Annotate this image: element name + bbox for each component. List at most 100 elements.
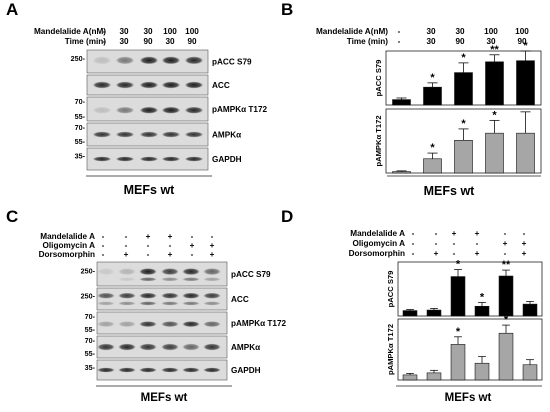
header-value: 30	[426, 37, 436, 46]
blot-band	[97, 301, 115, 306]
bar	[474, 305, 490, 317]
significance-mark: *	[504, 314, 509, 326]
blot-band	[184, 106, 204, 114]
blot-band	[182, 268, 200, 276]
header-value: -	[476, 239, 479, 248]
header-value: +	[210, 241, 215, 250]
blot-band	[182, 367, 200, 373]
chart-frame	[397, 261, 543, 317]
blot-band	[203, 343, 221, 351]
blot-band	[182, 301, 200, 306]
header-value: +	[190, 241, 195, 250]
significance-mark: *	[461, 118, 466, 130]
mw-marker: 55-	[85, 325, 96, 334]
blot-band	[97, 367, 115, 373]
blot-strip	[96, 261, 228, 287]
blot-band	[184, 131, 204, 138]
mw-marker: 70-	[85, 336, 96, 345]
panel-letter-c: C	[6, 207, 18, 226]
blot-band	[118, 321, 136, 328]
blot-band	[118, 277, 136, 282]
blot-band	[139, 131, 159, 138]
header-value: -	[103, 37, 106, 46]
significance-mark: *	[430, 142, 435, 154]
footer-c-label: MEFs wt	[141, 392, 188, 404]
footer-b-label: MEFs wt	[424, 184, 476, 198]
header-d-row3-label: Dorsomorphin	[349, 249, 405, 258]
mw-marker: 250-	[71, 54, 86, 63]
footer-d-label: MEFs wt	[445, 392, 492, 404]
header-value: +	[168, 250, 173, 259]
header-a-values: -30 30 100 100- 30 90 30 90	[103, 27, 200, 46]
blot-label: ACC	[212, 81, 230, 90]
blot-band	[139, 321, 157, 328]
bar	[423, 86, 442, 106]
y-axis-label: pACC S79	[374, 60, 383, 97]
header-value: -	[453, 249, 456, 258]
header-a-row2-label: Time (min)	[65, 37, 107, 46]
blot-band	[139, 367, 157, 373]
blot-band	[139, 81, 159, 89]
header-value: 90	[143, 37, 153, 46]
header-value: 30	[455, 27, 465, 36]
chart-b-pampk: * * * pAMPKα T172	[374, 108, 542, 174]
blot-band	[203, 367, 221, 373]
header-value: -	[504, 249, 507, 258]
header-value: +	[452, 229, 457, 238]
header-c-row1-label: Mandelalide A	[40, 232, 95, 241]
mw-marker: 35-	[85, 363, 96, 372]
header-value: -	[435, 239, 438, 248]
header-value: 30	[119, 37, 129, 46]
footer-a-label: MEFs wt	[124, 183, 176, 197]
blot-band	[161, 106, 181, 114]
blot-band	[139, 156, 159, 162]
header-value: +	[475, 249, 480, 258]
header-value: -	[412, 229, 415, 238]
significance-mark: **	[502, 259, 511, 271]
panel-c-blots: pACC S79 250- ACC 250- pAMPKα T172 70- 55- AMPK…	[81, 261, 287, 381]
blot-band	[182, 292, 200, 299]
bar	[402, 310, 418, 317]
header-d-values: - - + + - -- - - - + +- + - + - +	[412, 229, 527, 258]
header-value: 100	[484, 27, 498, 36]
header-value: 90	[517, 37, 527, 46]
mw-marker: 250-	[81, 292, 96, 301]
blot-band	[97, 343, 115, 351]
blot-band	[161, 81, 181, 89]
chart-b-pacc: **** *pACC S79	[374, 40, 542, 106]
blot-band	[203, 301, 221, 306]
header-value: -	[169, 241, 172, 250]
header-value: 100	[515, 27, 529, 36]
bar	[454, 72, 473, 106]
chart-d-pampk: * * pAMPKα T172	[386, 314, 543, 381]
blot-band	[182, 321, 200, 328]
mw-marker: 70-	[85, 312, 96, 321]
blot-band	[92, 56, 112, 65]
blot-band	[118, 292, 136, 299]
blot-label: AMPKα	[212, 131, 241, 140]
blot-label: pACC S79	[212, 58, 252, 67]
bar	[474, 362, 490, 381]
chart-d-pacc: ****pACC S79	[386, 259, 543, 317]
blot-band	[161, 367, 179, 373]
significance-mark: **	[490, 44, 499, 56]
header-value: -	[125, 232, 128, 241]
blot-band	[115, 156, 135, 162]
blot-band	[182, 343, 200, 351]
header-d-row1-label: Mandelalide A	[350, 229, 405, 238]
header-value: -	[398, 27, 401, 36]
blot-band	[161, 156, 181, 162]
blot-band	[115, 106, 135, 114]
y-axis-label: pAMPKα T172	[374, 115, 383, 166]
header-value: -	[398, 37, 401, 46]
bar	[516, 60, 535, 106]
blot-band	[115, 56, 135, 65]
header-value: -	[125, 241, 128, 250]
mw-marker: 55-	[85, 349, 96, 358]
header-d-row2-label: Oligomycin A	[353, 239, 406, 248]
panel-a-blots: pACC S79 250- ACC pAMPKα T172 70- 55- AMPKα 70-…	[71, 49, 268, 171]
header-c-values: - - + + - -- - - - + +- + - + - +	[102, 232, 215, 259]
blot-band	[203, 268, 221, 276]
blot-label: AMPKα	[231, 343, 260, 352]
header-c-row2-label: Oligomycin A	[43, 241, 96, 250]
